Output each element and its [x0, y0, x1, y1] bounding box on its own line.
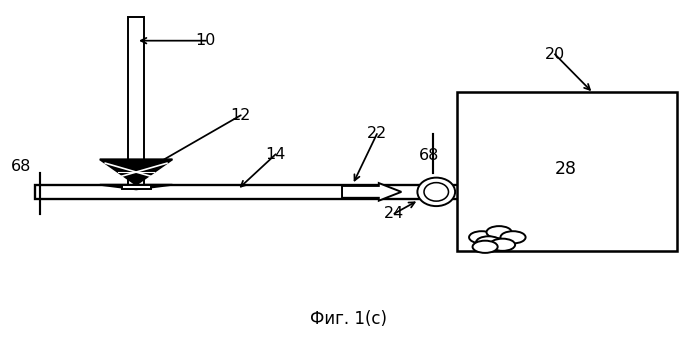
Circle shape	[500, 231, 526, 243]
Text: 24: 24	[384, 206, 405, 221]
Circle shape	[476, 236, 501, 248]
Bar	[457, 92, 677, 251]
Text: Фиг. 1(с): Фиг. 1(с)	[311, 310, 387, 328]
Circle shape	[490, 239, 515, 251]
Text: 68: 68	[419, 148, 440, 163]
Text: 68: 68	[10, 159, 31, 174]
Ellipse shape	[417, 178, 455, 206]
Polygon shape	[100, 185, 172, 189]
Circle shape	[473, 241, 498, 253]
Text: 14: 14	[265, 147, 286, 162]
Text: 12: 12	[230, 108, 251, 123]
Text: 10: 10	[195, 33, 216, 48]
Text: 28: 28	[554, 160, 577, 179]
Polygon shape	[342, 183, 401, 201]
Text: 22: 22	[366, 126, 387, 141]
Circle shape	[487, 226, 512, 238]
Circle shape	[469, 231, 494, 243]
Text: 20: 20	[544, 47, 565, 62]
Ellipse shape	[424, 183, 449, 201]
Polygon shape	[100, 159, 172, 185]
Bar	[121, 185, 151, 189]
Bar	[35, 185, 478, 199]
Bar	[128, 17, 144, 186]
